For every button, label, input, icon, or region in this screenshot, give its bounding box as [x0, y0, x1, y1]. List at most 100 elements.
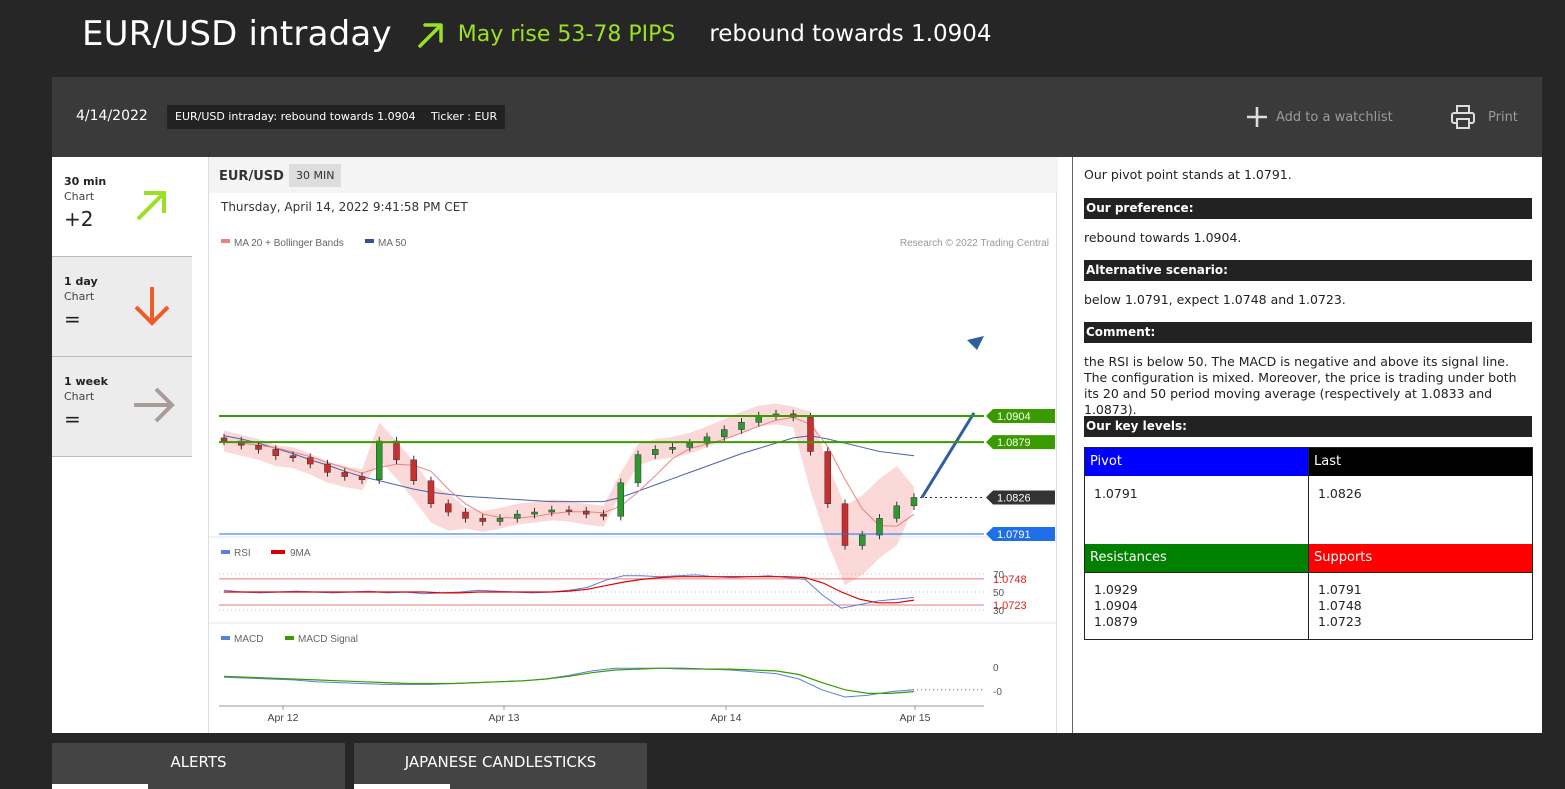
arrow-up-right-icon: [418, 23, 443, 48]
projection-arrow: [920, 412, 976, 499]
title-tag: EUR/USD intraday: rebound towards 1.0904: [167, 105, 424, 129]
level-tag-resistance: [986, 435, 1055, 450]
print-label: Print: [1488, 109, 1518, 125]
x-axis-label: Apr 12: [268, 712, 299, 724]
last-value: 1.0826: [1318, 486, 1362, 501]
watchlist-label: Add to a watchlist: [1276, 109, 1393, 125]
candle-body: [307, 457, 314, 465]
candle-body: [565, 509, 573, 512]
legend-ma20: MA 20 + Bollinger Bands: [234, 238, 344, 249]
candle-body: [427, 480, 435, 504]
level-tag-last: [986, 490, 1055, 505]
candle-body: [703, 436, 711, 444]
support-value: 1.0723: [1318, 614, 1362, 629]
resistances-header: Resistances: [1085, 544, 1308, 572]
legend-swatch-ma20: [221, 239, 230, 243]
timeframe-label: Chart: [64, 390, 95, 403]
column-divider: [1308, 448, 1309, 639]
candle-body: [686, 442, 693, 448]
timeframe-value: =: [64, 307, 81, 331]
timeframe-1week[interactable]: 1 week Chart =: [52, 357, 192, 457]
timeframe-period: 1 day: [64, 275, 98, 288]
timeframe-period: 30 min: [64, 175, 107, 188]
ma50-line: [223, 435, 915, 503]
resistance-value: 1.0929: [1094, 582, 1138, 597]
candle-body: [893, 505, 900, 519]
level-label-support: 1.0723: [993, 600, 1027, 612]
legend-swatch-rsi-ma: [271, 550, 285, 554]
macd-line: [223, 667, 915, 698]
level-label-resistance: 1.0879: [997, 437, 1031, 449]
candle-body: [841, 503, 849, 546]
legend-swatch-rsi: [221, 550, 230, 554]
analysis-column: Our pivot point stands at 1.0791. Our pr…: [1072, 157, 1542, 733]
rsi-ma-line: [224, 576, 915, 604]
analysis-panel: 4/14/2022 EUR/USD intraday: rebound towa…: [52, 77, 1542, 733]
trend-text: May rise 53-78 PIPS: [457, 21, 676, 47]
chart-area: EUR/USD 30 MIN Thursday, April 14, 2022 …: [208, 157, 1058, 733]
candle-body: [393, 440, 400, 461]
candle-body: [289, 455, 297, 459]
comment-text: the RSI is below 50. The MACD is negativ…: [1084, 354, 1517, 417]
ticker-tag: Ticker : EUR: [423, 105, 506, 129]
level-label-support: 1.0748: [993, 574, 1027, 586]
timeframe-list: 30 min Chart +2 1 day Chart = 1 week Cha…: [52, 157, 192, 458]
tab-alerts[interactable]: ALERTS: [52, 743, 345, 789]
candle-body: [462, 511, 469, 519]
plus-icon: [1247, 107, 1267, 127]
macd-signal-line: [223, 667, 915, 694]
legend-macd-signal: MACD Signal: [298, 634, 358, 645]
x-axis-label: Apr 14: [711, 712, 742, 724]
x-axis-label: Apr 13: [489, 712, 520, 724]
page-header: EUR/USD intraday May rise 53-78 PIPS reb…: [82, 10, 992, 58]
legend-ma50: MA 50: [378, 238, 407, 249]
candle-body: [324, 463, 331, 473]
level-label-resistance: 1.0904: [997, 411, 1031, 423]
arrow-right-icon: [134, 387, 175, 423]
candle-body: [600, 513, 607, 517]
candle-body: [738, 422, 745, 430]
add-to-watchlist-button[interactable]: Add to a watchlist: [1245, 105, 1393, 129]
tab-active-indicator: [354, 784, 450, 789]
pivot-value: 1.0791: [1094, 486, 1138, 501]
candle-body: [376, 440, 383, 480]
tab-candlesticks-label: JAPANESE CANDLESTICKS: [404, 753, 597, 771]
level-tag-resistance: [986, 409, 1055, 423]
candle-body: [238, 440, 245, 446]
resistance-value: 1.0904: [1094, 598, 1138, 613]
candle-body: [910, 497, 918, 507]
print-button[interactable]: Print: [1450, 104, 1518, 130]
last-header: Last: [1309, 448, 1532, 476]
candle-body: [859, 534, 866, 546]
x-axis-label: Apr 15: [900, 712, 931, 724]
tab-japanese-candlesticks[interactable]: JAPANESE CANDLESTICKS: [354, 743, 647, 789]
candle-body: [583, 510, 590, 515]
tab-active-indicator: [52, 784, 148, 789]
candle-body: [876, 518, 883, 536]
preference-heading: Our preference:: [1084, 198, 1532, 219]
candle-body: [272, 449, 279, 456]
arrow-up-right-icon: [136, 191, 166, 221]
alternative-heading: Alternative scenario:: [1084, 260, 1532, 281]
rsi-tick-label: 50: [993, 588, 1005, 599]
legend-swatch-macd: [221, 636, 230, 640]
candle-body: [652, 449, 659, 455]
candle-body: [617, 482, 624, 517]
candle-body: [669, 447, 676, 450]
preference-text: rebound towards 1.0904.: [1084, 230, 1242, 245]
timeframe-value: =: [64, 407, 81, 431]
timeframe-label: Chart: [64, 290, 95, 303]
candle-body: [358, 476, 366, 480]
legend-swatch-ma50: [365, 239, 374, 243]
timeframe-30min[interactable]: 30 min Chart +2: [52, 157, 192, 257]
macd-tick-label: -0: [993, 687, 1002, 698]
info-bar: 4/14/2022 EUR/USD intraday: rebound towa…: [52, 77, 1542, 157]
candle-body: [341, 472, 348, 477]
timeframe-1day[interactable]: 1 day Chart =: [52, 257, 192, 357]
candle-body: [496, 518, 504, 522]
alternative-text: below 1.0791, expect 1.0748 and 1.0723.: [1084, 292, 1346, 307]
chart-timeframe: 30 MIN: [289, 164, 342, 187]
tab-alerts-label: ALERTS: [170, 753, 227, 771]
rsi-tick-label: 70: [993, 570, 1005, 581]
level-label-pivot: 1.0791: [997, 529, 1031, 541]
